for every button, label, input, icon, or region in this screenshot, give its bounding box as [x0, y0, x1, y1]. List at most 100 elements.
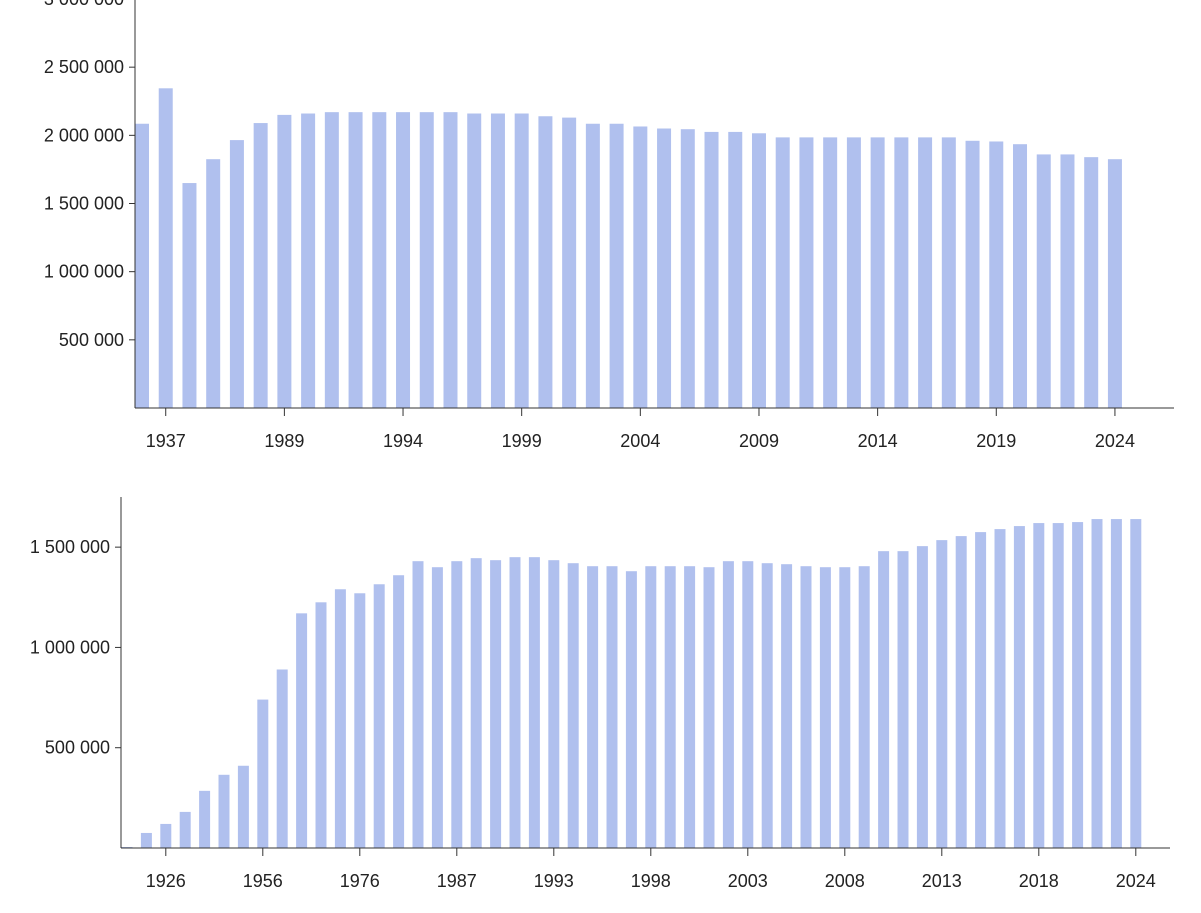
bar-11: [334, 589, 346, 848]
x-tick-label-5: 1998: [631, 871, 671, 891]
bar-20: [509, 557, 521, 848]
x-tick-label-0: 1937: [146, 431, 186, 451]
x-tick-label-0: 1926: [146, 871, 186, 891]
bar-39: [878, 551, 890, 848]
bar-22: [657, 128, 672, 408]
y-tick-label-4: 2 500 000: [44, 57, 124, 77]
x-tick-label-2: 1994: [383, 431, 423, 451]
bar-49: [1072, 522, 1084, 848]
bar-28: [664, 566, 676, 848]
bar-35: [800, 566, 812, 848]
x-tick-label-7: 2019: [976, 431, 1016, 451]
bar-24: [587, 566, 599, 848]
bar-4: [229, 140, 244, 408]
bar-8: [276, 669, 288, 848]
bar-8: [324, 112, 339, 408]
bar-4: [199, 790, 211, 848]
bar-0: [135, 123, 149, 408]
x-tick-label-5: 2009: [739, 431, 779, 451]
bar-43: [955, 536, 967, 848]
bar-26: [751, 133, 766, 409]
bar-25: [728, 131, 743, 409]
x-tick-label-10: 2024: [1116, 871, 1156, 891]
bar-24: [704, 131, 719, 409]
bar-29: [684, 566, 696, 848]
bar-6: [237, 765, 249, 848]
x-tick-label-3: 1987: [437, 871, 477, 891]
bar-31: [870, 137, 885, 408]
chart-top: 500 000 1 000 000 1 500 000 2 000 000 2 500 …: [44, 0, 1174, 451]
bar-13: [373, 584, 385, 848]
x-tick-label-3: 1999: [502, 431, 542, 451]
bar-14: [393, 575, 405, 848]
bar-7: [257, 699, 269, 848]
bar-50: [1091, 519, 1103, 848]
bar-27: [775, 137, 790, 408]
bar-12: [354, 593, 366, 848]
bar-52: [1130, 519, 1142, 848]
bar-22: [548, 560, 560, 848]
bar-15: [490, 113, 505, 409]
bar-30: [703, 567, 715, 848]
bar-18: [470, 558, 482, 848]
x-tick-label-7: 2008: [825, 871, 865, 891]
bar-2: [160, 823, 172, 848]
bar-9: [296, 613, 308, 848]
bar-17: [538, 116, 553, 408]
bar-23: [567, 563, 579, 848]
x-tick-label-1: 1989: [264, 431, 304, 451]
x-tick-label-4: 1993: [534, 871, 574, 891]
y-tick-label-2: 1 500 000: [44, 194, 124, 214]
x-tick-label-2: 1976: [340, 871, 380, 891]
bar-10: [315, 602, 327, 848]
bar-40: [897, 551, 909, 848]
bar-42: [936, 540, 948, 848]
bar-31: [722, 561, 734, 848]
y-tick-label-0: 500 000: [45, 738, 110, 758]
bar-37: [839, 567, 851, 848]
bar-3: [206, 159, 221, 408]
bar-2: [182, 183, 197, 408]
bar-26: [625, 571, 637, 848]
bar-27: [645, 566, 657, 848]
bar-32: [742, 561, 754, 848]
bar-33: [918, 137, 933, 408]
bar-16: [514, 113, 529, 409]
y-tick-label-1: 1 000 000: [44, 262, 124, 282]
bar-5: [218, 774, 230, 848]
bar-14: [467, 113, 482, 409]
bar-45: [994, 529, 1006, 848]
bar-28: [799, 137, 814, 408]
y-tick-label-1: 1 000 000: [30, 637, 110, 657]
x-tick-label-6: 2014: [858, 431, 898, 451]
x-tick-label-8: 2013: [922, 871, 962, 891]
x-tick-label-8: 2024: [1095, 431, 1135, 451]
chart-bottom: 500 000 1 000 000 1 500 000 1926 1956 1976 198…: [30, 497, 1170, 891]
bar-20: [609, 123, 624, 408]
bar-16: [431, 567, 443, 848]
bar-34: [941, 137, 956, 408]
bar-34: [781, 564, 793, 848]
bar-18: [562, 117, 577, 409]
bar-48: [1052, 523, 1064, 848]
bar-13: [443, 112, 458, 408]
bar-32: [894, 137, 909, 408]
bar-3: [179, 811, 191, 848]
bar-30: [846, 137, 861, 408]
bar-51: [1110, 519, 1122, 848]
bar-6: [277, 114, 292, 408]
bar-7: [301, 113, 316, 409]
bar-38: [1036, 154, 1051, 408]
bar-17: [451, 561, 463, 848]
bar-1: [140, 832, 152, 848]
bar-10: [372, 112, 387, 408]
y-tick-label-5: 3 000 000: [44, 0, 124, 9]
bar-25: [606, 566, 618, 848]
y-tick-label-3: 2 000 000: [44, 125, 124, 145]
bar-19: [490, 560, 502, 848]
x-tick-label-4: 2004: [620, 431, 660, 451]
bar-36: [989, 141, 1004, 408]
bar-29: [823, 137, 838, 408]
bar-12: [419, 112, 434, 408]
